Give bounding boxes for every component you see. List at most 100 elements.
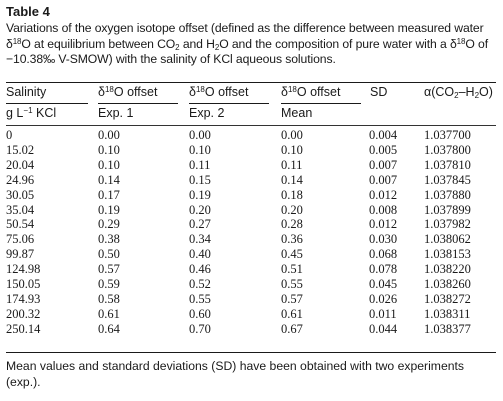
table-cell: 50.54 — [6, 217, 35, 232]
table-row: 75.06 0.38 0.34 0.36 0.030 1.038062 — [6, 232, 484, 247]
table-caption: Variations of the oxygen isotope offset … — [6, 21, 489, 66]
table-cell: 0.10 — [98, 142, 120, 157]
top-rule — [6, 82, 496, 83]
table-row: 0 0.00 0.00 0.00 0.004 1.037700 — [6, 128, 484, 143]
table-row: 124.98 0.57 0.46 0.51 0.078 1.038220 — [6, 262, 484, 277]
header-mean: δ18O offset — [281, 85, 341, 99]
table-cell: 24.96 — [6, 172, 35, 187]
header-mean-label: Mean — [281, 106, 313, 120]
table-cell: 0.20 — [189, 202, 211, 217]
table-cell: 0.007 — [369, 172, 398, 187]
table-cell: 1.038311 — [424, 306, 471, 321]
table-cell: 0.51 — [281, 262, 303, 277]
bottom-rule — [6, 352, 496, 353]
table-cell: 0.00 — [98, 128, 120, 142]
header-subrule-salinity — [6, 103, 88, 104]
table-cell: 0.29 — [98, 217, 120, 232]
header-subrule-exp2 — [189, 103, 269, 104]
table-row: 174.93 0.58 0.55 0.57 0.026 1.038272 — [6, 292, 484, 307]
table-row: 30.05 0.17 0.19 0.18 0.012 1.037880 — [6, 188, 484, 203]
table-cell: 0.40 — [189, 247, 211, 262]
table-row: 150.05 0.59 0.52 0.55 0.045 1.038260 — [6, 277, 484, 292]
table-cell: 1.037899 — [424, 202, 471, 217]
table-cell: 0.27 — [189, 217, 211, 232]
header-sd: SD — [370, 85, 388, 99]
table-cell: 0.50 — [98, 247, 120, 262]
table-footnote: Mean values and standard deviations (SD)… — [6, 359, 464, 389]
table-title: Table 4 — [6, 4, 50, 19]
table-row: 24.96 0.14 0.15 0.14 0.007 1.037845 — [6, 173, 484, 188]
table-cell: 0.004 — [369, 128, 398, 142]
table-cell: 0.078 — [369, 262, 398, 277]
table-cell: 15.02 — [6, 142, 35, 157]
header-exp1-label: Exp. 1 — [98, 106, 134, 120]
table-row: 200.32 0.61 0.60 0.61 0.011 1.038311 — [6, 307, 484, 322]
table-cell: 0.59 — [98, 277, 120, 292]
table-cell: 0.64 — [98, 321, 120, 336]
table-cell: 250.14 — [6, 321, 41, 336]
table-cell: 0.19 — [98, 202, 120, 217]
table-cell: 0.11 — [189, 157, 211, 172]
table-cell: 0.012 — [369, 187, 398, 202]
table-cell: 0.026 — [369, 291, 398, 306]
table-cell: 1.037810 — [424, 157, 471, 172]
table-cell: 0.18 — [281, 187, 303, 202]
table-cell: 0.005 — [369, 142, 398, 157]
table-cell: 0.011 — [369, 306, 397, 321]
table-cell: 200.32 — [6, 306, 41, 321]
table-cell: 0.67 — [281, 321, 303, 336]
table-row: 99.87 0.50 0.40 0.45 0.068 1.038153 — [6, 247, 484, 262]
header-exp2: δ18O offset — [189, 85, 249, 99]
table-cell: 0.60 — [189, 306, 211, 321]
header-unit: g L−1 KCl — [6, 106, 57, 120]
table-cell: 1.038153 — [424, 247, 471, 262]
table-cell: 0.00 — [189, 128, 211, 142]
header-subrule-exp1 — [98, 103, 178, 104]
table-row: 50.54 0.29 0.27 0.28 0.012 1.037982 — [6, 217, 484, 232]
table-cell: 1.038062 — [424, 232, 471, 247]
table-cell: 0.007 — [369, 157, 398, 172]
table-cell: 0.46 — [189, 262, 211, 277]
table-cell: 99.87 — [6, 247, 35, 262]
table-cell: 1.038377 — [424, 321, 471, 336]
table-cell: 0.45 — [281, 247, 303, 262]
header-salinity: Salinity — [6, 85, 47, 99]
table-cell: 35.04 — [6, 202, 35, 217]
table-cell: 0.11 — [281, 157, 303, 172]
table-cell: 0.10 — [281, 142, 303, 157]
table-cell: 0.38 — [98, 232, 120, 247]
table-cell: 0.57 — [98, 262, 120, 277]
table-cell: 1.037982 — [424, 217, 471, 232]
header-subrule-mean — [281, 103, 361, 104]
table-row: 15.02 0.10 0.10 0.10 0.005 1.037800 — [6, 143, 484, 158]
header-exp1: δ18O offset — [98, 85, 158, 99]
table-cell: 0.030 — [369, 232, 398, 247]
table-cell: 0.55 — [189, 291, 211, 306]
table-row: 250.14 0.64 0.70 0.67 0.044 1.038377 — [6, 322, 484, 337]
header-exp2-label: Exp. 2 — [189, 106, 225, 120]
table-cell: 1.038220 — [424, 262, 471, 277]
header-alpha: α(CO2–H2O) — [424, 85, 493, 100]
table-cell: 30.05 — [6, 187, 35, 202]
table-cell: 0.14 — [281, 172, 303, 187]
table-cell: 0.15 — [189, 172, 211, 187]
table-cell: 0.61 — [98, 306, 120, 321]
table-cell: 0.17 — [98, 187, 120, 202]
table-cell: 1.037845 — [424, 172, 471, 187]
table-cell: 150.05 — [6, 277, 41, 292]
table-cell: 124.98 — [6, 262, 41, 277]
table-cell: 0.00 — [281, 128, 303, 142]
header-bottom-rule — [6, 125, 496, 126]
table-cell: 0.52 — [189, 277, 211, 292]
table-row: 20.04 0.10 0.11 0.11 0.007 1.037810 — [6, 158, 484, 173]
table-cell: 0 — [6, 128, 13, 142]
table-cell: 1.037800 — [424, 142, 471, 157]
table-cell: 0.57 — [281, 291, 303, 306]
table-cell: 0.28 — [281, 217, 303, 232]
table-cell: 0.012 — [369, 217, 398, 232]
table-cell: 1.038260 — [424, 277, 471, 292]
table-cell: 1.037880 — [424, 187, 471, 202]
table-cell: 75.06 — [6, 232, 35, 247]
table-cell: 0.045 — [369, 277, 398, 292]
table-cell: 0.34 — [189, 232, 211, 247]
